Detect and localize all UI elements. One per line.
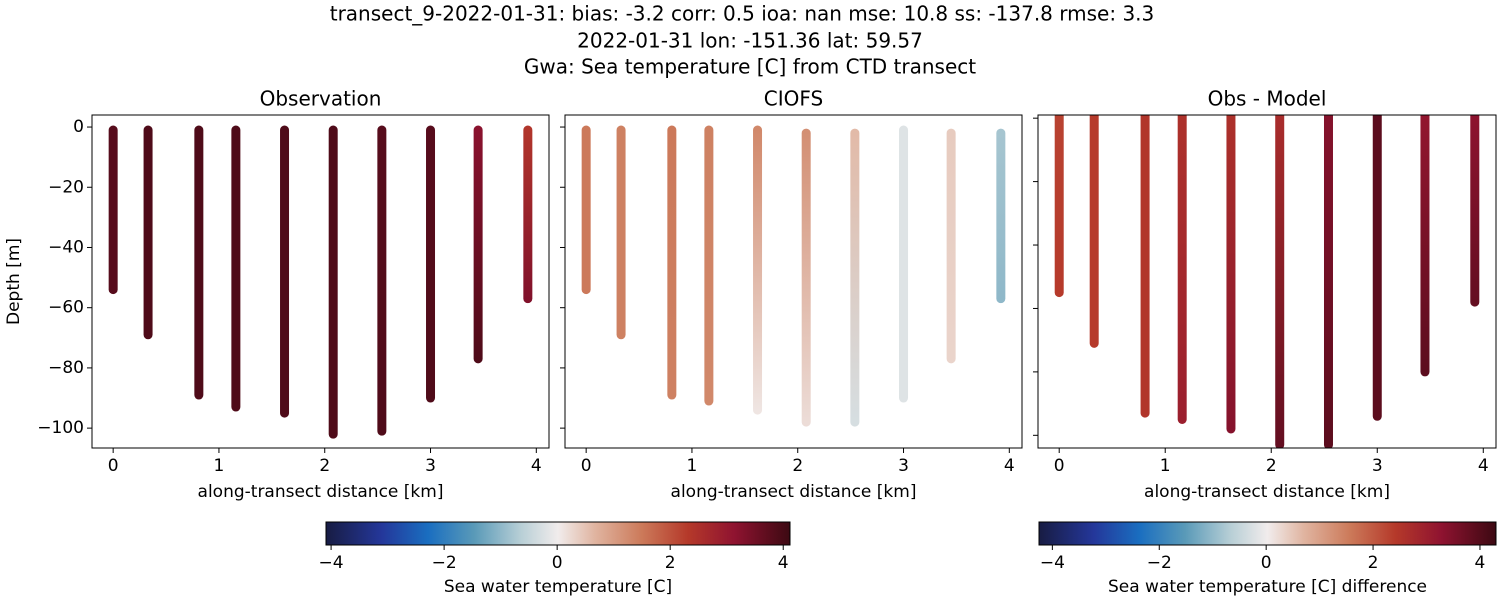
y-tick-label: −40 xyxy=(48,237,84,257)
figure-subtitle: Gwa: Sea temperature [C] from CTD transe… xyxy=(524,55,976,79)
colorbar-tick-label: −2 xyxy=(1147,553,1172,573)
x-tick-label: 4 xyxy=(1478,456,1489,476)
x-axis-label: along-transect distance [km] xyxy=(1144,482,1390,502)
x-tick-label: 4 xyxy=(1004,456,1015,476)
x-tick-label: 2 xyxy=(319,456,330,476)
plot-area xyxy=(108,125,533,439)
figure-subtitle: 2022-01-31 lon: -151.36 lat: 59.57 xyxy=(577,29,923,53)
y-tick-label: −100 xyxy=(37,418,84,438)
x-tick-label: 0 xyxy=(108,456,119,476)
x-tick-label: 3 xyxy=(1372,456,1383,476)
axes-frame xyxy=(91,114,550,449)
x-tick-label: 2 xyxy=(792,456,803,476)
x-tick-label: 3 xyxy=(898,456,909,476)
x-tick-label: 1 xyxy=(1160,456,1171,476)
x-tick-label: 0 xyxy=(581,456,592,476)
colorbar-tick-label: 0 xyxy=(1261,553,1272,573)
plot-area xyxy=(1054,115,1480,448)
x-axis-label: along-transect distance [km] xyxy=(198,482,444,502)
panel-title: CIOFS xyxy=(764,87,823,111)
x-tick-label: 2 xyxy=(1266,456,1277,476)
y-tick-label: −80 xyxy=(48,358,84,378)
x-tick-label: 1 xyxy=(214,456,225,476)
colorbar-tick-label: 4 xyxy=(778,553,789,573)
y-axis-label: Depth [m] xyxy=(4,238,24,325)
colorbar xyxy=(325,521,791,546)
colorbar-tick-label: 2 xyxy=(665,553,676,573)
colorbar-tick-label: 4 xyxy=(1475,553,1486,573)
y-tick-label: −60 xyxy=(48,298,84,318)
x-tick-label: 0 xyxy=(1054,456,1065,476)
y-tick-label: 0 xyxy=(73,117,84,137)
axes-frame xyxy=(564,114,1023,449)
figure-title: transect_9-2022-01-31: bias: -3.2 corr: … xyxy=(330,2,1155,26)
colorbar-tick-label: −4 xyxy=(319,553,344,573)
colorbar-tick-label: 0 xyxy=(552,553,563,573)
x-tick-label: 1 xyxy=(687,456,698,476)
x-axis-label: along-transect distance [km] xyxy=(671,482,917,502)
colorbar-tick-label: 2 xyxy=(1368,553,1379,573)
x-tick-label: 3 xyxy=(425,456,436,476)
colorbar-tick-label: −2 xyxy=(432,553,457,573)
plot-area xyxy=(581,125,1006,427)
colorbar-label: Sea water temperature [C] difference xyxy=(1108,577,1427,597)
panel-title: Observation xyxy=(260,87,382,111)
colorbar-label: Sea water temperature [C] xyxy=(444,577,672,597)
x-tick-label: 4 xyxy=(531,456,542,476)
axes-frame xyxy=(1037,114,1497,449)
colorbar-tick-label: −4 xyxy=(1040,553,1065,573)
y-tick-label: −20 xyxy=(48,177,84,197)
colorbar xyxy=(1038,521,1497,546)
panel-title: Obs - Model xyxy=(1208,87,1327,111)
